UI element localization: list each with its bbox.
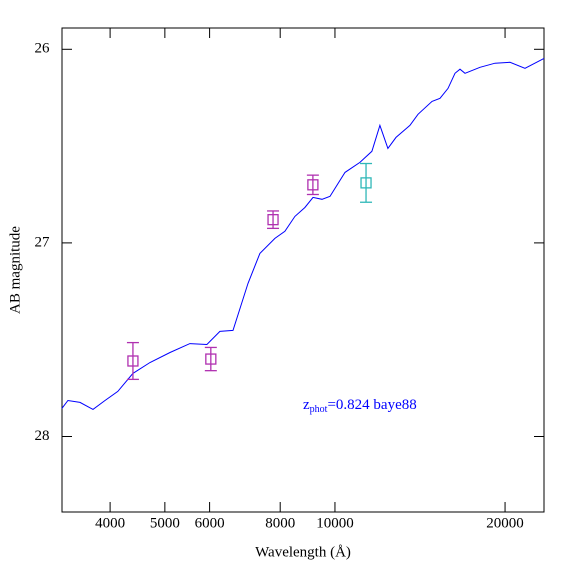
- x-tick-label: 10000: [316, 515, 354, 531]
- plot-frame: [61, 27, 545, 513]
- data-point: [205, 353, 217, 365]
- x-tick-label: 20000: [486, 515, 524, 531]
- data-point: [360, 177, 372, 189]
- annotation-z: z: [303, 397, 310, 413]
- data-point: [127, 355, 139, 367]
- x-tick-label: 4000: [95, 515, 125, 531]
- y-tick-label: 27: [35, 234, 51, 250]
- model-line: [61, 57, 545, 410]
- annotation-sub: phot: [310, 404, 328, 415]
- y-axis-label: AB magnitude: [7, 226, 23, 314]
- x-axis-label: Wavelength (Å): [255, 544, 351, 560]
- y-tick-label: 28: [35, 428, 50, 444]
- data-point: [267, 214, 279, 226]
- x-tick-label: 5000: [150, 515, 180, 531]
- x-tick-label: 8000: [265, 515, 295, 531]
- y-tick-label: 26: [35, 41, 51, 57]
- annotation-rest: =0.824 baye88: [327, 397, 416, 413]
- annotation: zphot=0.824 baye88: [303, 397, 417, 415]
- x-tick-label: 6000: [195, 515, 225, 531]
- data-point: [307, 179, 319, 191]
